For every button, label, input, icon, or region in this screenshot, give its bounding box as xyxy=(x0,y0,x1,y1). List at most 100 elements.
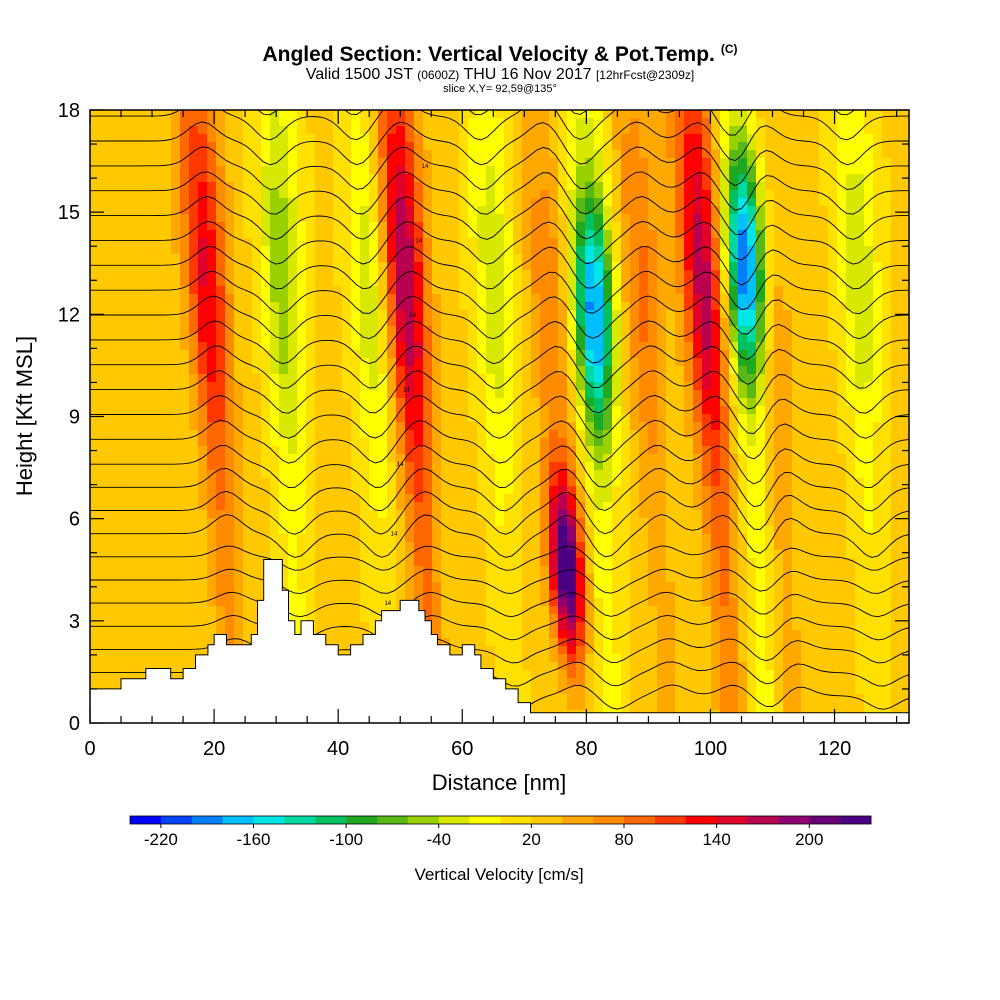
field-cell xyxy=(576,486,586,495)
field-cell xyxy=(207,118,217,127)
field-cell xyxy=(162,390,172,399)
field-cell xyxy=(711,150,721,159)
field-cell xyxy=(144,518,154,527)
field-cell xyxy=(369,110,379,119)
field-cell xyxy=(297,526,307,535)
field-cell xyxy=(153,470,163,479)
field-cell xyxy=(486,230,496,239)
field-cell xyxy=(486,214,496,223)
field-cell xyxy=(90,334,100,343)
field-cell xyxy=(675,518,685,527)
field-cell xyxy=(774,270,784,279)
field-cell xyxy=(378,158,388,167)
field-cell xyxy=(900,422,909,431)
field-cell xyxy=(801,470,811,479)
field-cell xyxy=(279,238,289,247)
field-cell xyxy=(441,262,451,271)
field-cell xyxy=(693,126,703,135)
field-cell xyxy=(522,238,532,247)
field-cell xyxy=(126,366,136,375)
field-cell xyxy=(585,142,595,151)
field-cell xyxy=(639,214,649,223)
field-cell xyxy=(477,374,487,383)
field-cell xyxy=(864,126,874,135)
field-cell xyxy=(333,198,343,207)
field-cell xyxy=(324,406,334,415)
field-cell xyxy=(270,478,280,487)
field-cell xyxy=(126,110,136,119)
field-cell xyxy=(882,414,892,423)
field-cell xyxy=(792,262,802,271)
field-cell xyxy=(387,342,397,351)
field-cell xyxy=(198,358,208,367)
field-cell xyxy=(117,326,127,335)
field-cell xyxy=(108,510,118,519)
field-cell xyxy=(279,350,289,359)
field-cell xyxy=(171,246,181,255)
field-cell xyxy=(396,318,406,327)
field-cell xyxy=(792,230,802,239)
field-cell xyxy=(396,254,406,263)
field-cell xyxy=(216,478,226,487)
field-cell xyxy=(774,142,784,151)
field-cell xyxy=(441,374,451,383)
field-cell xyxy=(603,510,613,519)
field-cell xyxy=(774,374,784,383)
field-cell xyxy=(495,454,505,463)
field-cell xyxy=(144,430,154,439)
field-cell xyxy=(630,238,640,247)
field-cell xyxy=(342,246,352,255)
field-cell xyxy=(225,446,235,455)
field-cell xyxy=(585,166,595,175)
field-cell xyxy=(531,382,541,391)
field-cell xyxy=(603,310,613,319)
field-cell xyxy=(324,238,334,247)
field-cell xyxy=(585,318,595,327)
field-cell xyxy=(477,118,487,127)
field-cell xyxy=(252,350,262,359)
field-cell xyxy=(522,382,532,391)
field-cell xyxy=(513,294,523,303)
field-cell xyxy=(252,334,262,343)
field-cell xyxy=(846,398,856,407)
field-cell xyxy=(522,174,532,183)
field-cell xyxy=(324,526,334,535)
field-cell xyxy=(459,182,469,191)
field-cell xyxy=(522,310,532,319)
field-cell xyxy=(288,158,298,167)
field-cell xyxy=(171,478,181,487)
field-cell xyxy=(351,358,361,367)
field-cell xyxy=(441,238,451,247)
field-cell xyxy=(117,414,127,423)
field-cell xyxy=(243,294,253,303)
field-cell xyxy=(198,182,208,191)
field-cell xyxy=(801,142,811,151)
field-cell xyxy=(846,470,856,479)
field-cell xyxy=(405,238,415,247)
field-cell xyxy=(792,534,802,543)
field-cell xyxy=(108,382,118,391)
field-cell xyxy=(855,446,865,455)
field-cell xyxy=(657,246,667,255)
field-cell xyxy=(387,510,397,519)
field-cell xyxy=(576,470,586,479)
field-cell xyxy=(396,470,406,479)
field-cell xyxy=(252,502,262,511)
field-cell xyxy=(648,374,658,383)
field-cell xyxy=(747,334,757,343)
field-cell xyxy=(756,350,766,359)
field-cell xyxy=(756,470,766,479)
field-cell xyxy=(126,510,136,519)
field-cell xyxy=(657,126,667,135)
field-cell xyxy=(594,270,604,279)
field-cell xyxy=(792,182,802,191)
field-cell xyxy=(414,494,424,503)
field-cell xyxy=(882,182,892,191)
field-cell xyxy=(873,278,883,287)
field-cell xyxy=(720,494,730,503)
field-cell xyxy=(801,158,811,167)
field-cell xyxy=(189,150,199,159)
field-cell xyxy=(387,334,397,343)
field-cell xyxy=(900,462,909,471)
field-cell xyxy=(225,166,235,175)
